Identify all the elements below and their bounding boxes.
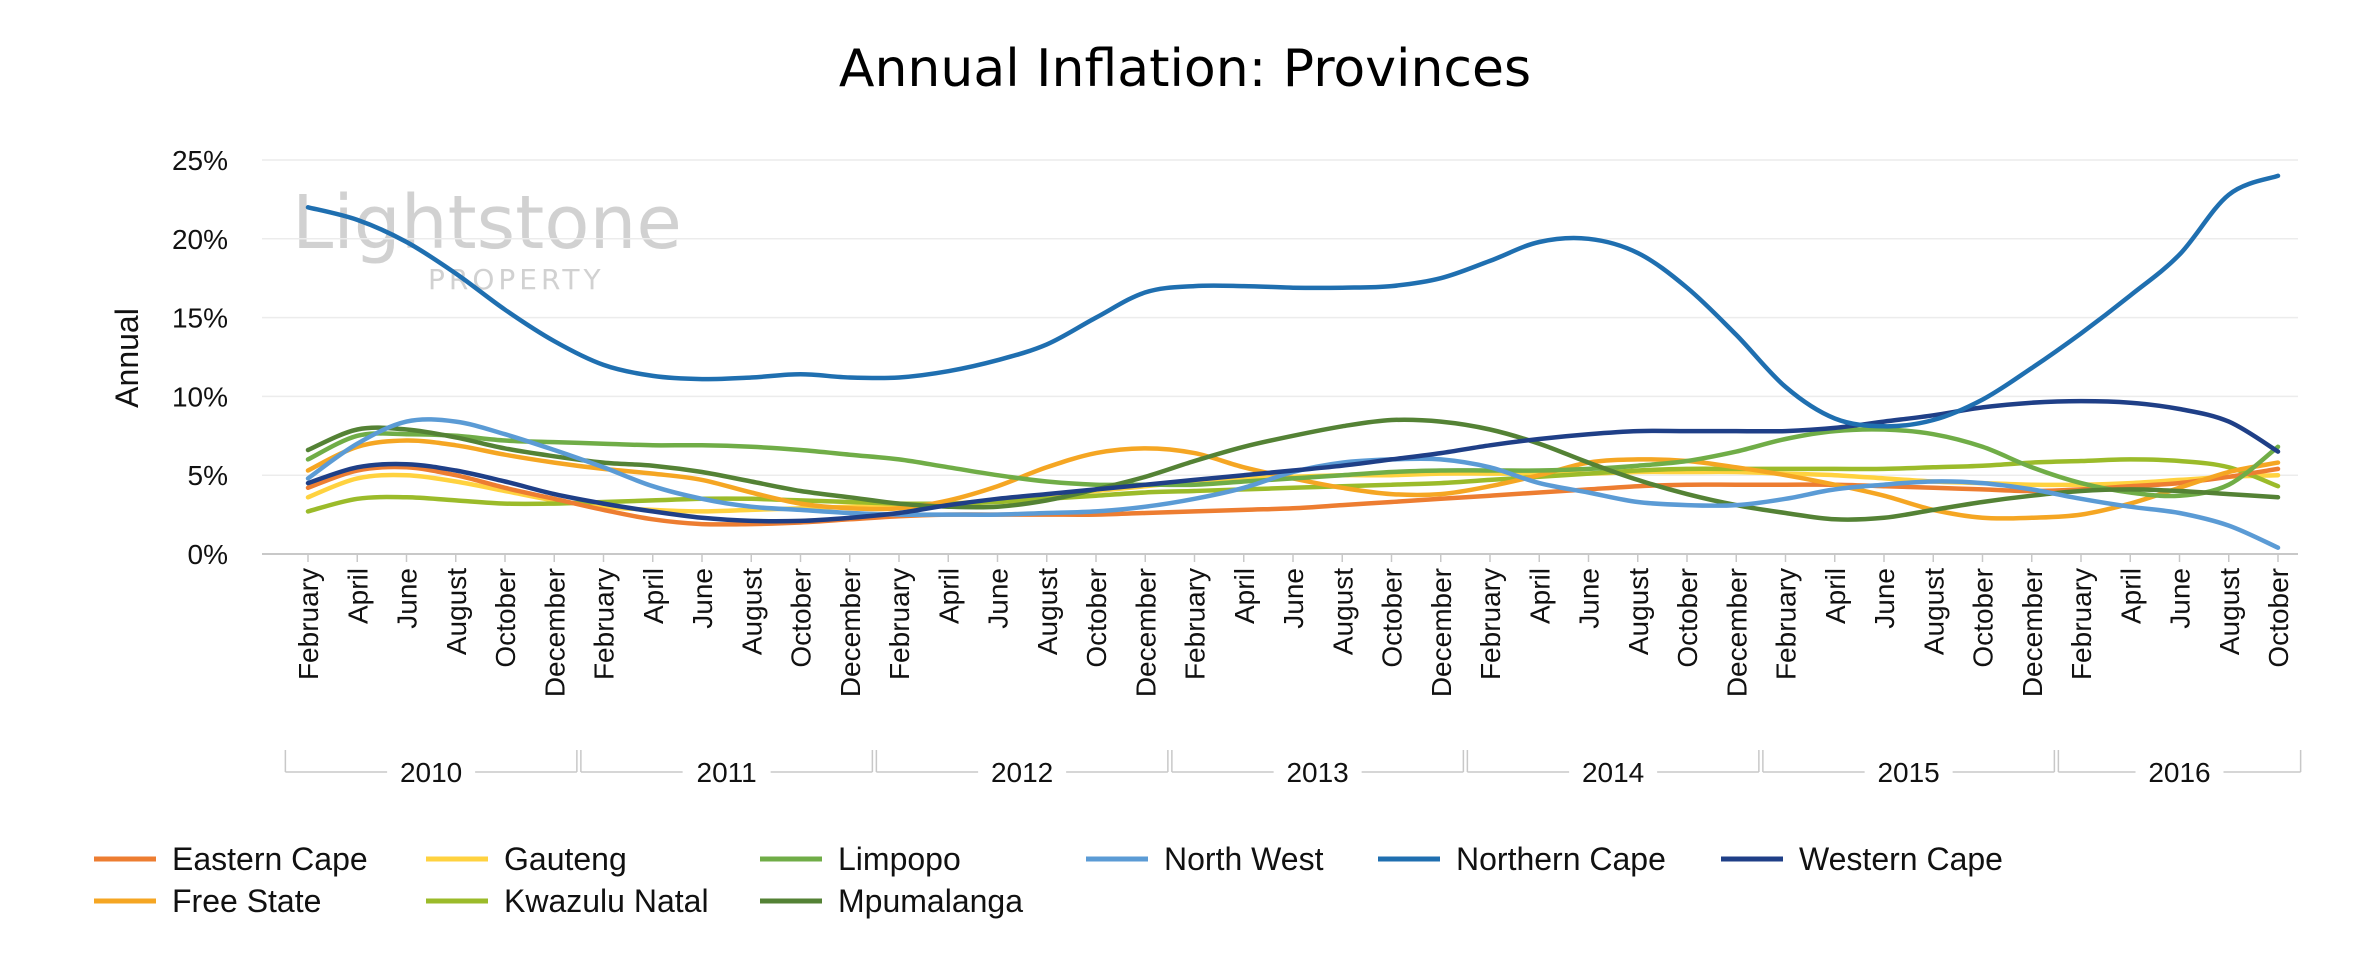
x-tick-label: December	[1426, 568, 1457, 697]
x-tick-label: April	[1524, 568, 1555, 624]
legend-label-eastern-cape: Eastern Cape	[172, 841, 368, 877]
series-lines	[305, 173, 2281, 550]
y-tick-label: 20%	[172, 224, 228, 255]
legend-label-western-cape: Western Cape	[1799, 841, 2003, 877]
series-line-kwazulu-natal	[305, 457, 2281, 514]
x-tick-label: August	[1327, 568, 1358, 655]
year-axis: 2010 2011 2012 2013 2014 2015 2016	[284, 750, 2302, 788]
x-tick-label: August	[1623, 568, 1654, 655]
x-tick-label: August	[1918, 568, 1949, 655]
x-tick-label: April	[638, 568, 669, 624]
year-label: 2014	[1582, 757, 1644, 788]
year-label: 2011	[697, 757, 757, 788]
watermark-sub: PROPERTY	[428, 263, 605, 296]
legend-label-free-state: Free State	[172, 883, 321, 919]
x-tick-label: April	[933, 568, 964, 624]
x-tick-label: June	[1574, 568, 1605, 629]
legend-label-mpumalanga: Mpumalanga	[838, 883, 1023, 919]
x-tick-label: October	[490, 568, 521, 668]
x-tick-label: February	[1180, 568, 1211, 680]
x-tick-label: December	[539, 568, 570, 697]
x-tick-label: April	[2115, 568, 2146, 624]
x-tick-label: December	[835, 568, 866, 697]
x-tick-label: February	[589, 568, 620, 680]
watermark-brand: Lightstone	[292, 180, 682, 266]
x-tick-label: February	[1771, 568, 1802, 680]
x-tick-label: February	[884, 568, 915, 680]
y-tick-label: 25%	[172, 145, 228, 176]
legend: Eastern Cape Gauteng Limpopo North West Nort…	[94, 841, 2003, 919]
series-line-north-west	[305, 417, 2281, 550]
x-tick-label: June	[392, 568, 423, 629]
x-tick-label: April	[1820, 568, 1851, 624]
x-tick-label: June	[1278, 568, 1309, 629]
year-label: 2016	[2148, 757, 2210, 788]
x-tick-label: February	[2066, 568, 2097, 680]
x-tick-label: February	[293, 568, 324, 680]
year-label: 2010	[400, 757, 462, 788]
x-tick-label: October	[1081, 568, 1112, 668]
watermark-logo: Lightstone PROPERTY	[292, 180, 682, 296]
x-tick-label: June	[983, 568, 1014, 629]
x-tick-label: August	[2214, 568, 2245, 655]
series-line-mpumalanga	[305, 417, 2281, 522]
x-tick-label: February	[1475, 568, 1506, 680]
x-tick-label: December	[2017, 568, 2048, 697]
x-tick-label: August	[736, 568, 767, 655]
legend-label-kwazulu-natal: Kwazulu Natal	[504, 883, 709, 919]
series-line-eastern-cape	[305, 464, 2281, 527]
x-tick-label: October	[786, 568, 817, 668]
x-tick-label: December	[1130, 568, 1161, 697]
x-tick-label: April	[342, 568, 373, 624]
x-tick-label: August	[1032, 568, 1063, 655]
y-tick-label: 15%	[172, 303, 228, 334]
y-axis-label: Annual	[109, 308, 145, 408]
series-line-western-cape	[305, 398, 2281, 524]
series-line-northern-cape	[305, 173, 2281, 429]
x-tick-label: December	[1721, 568, 1752, 697]
x-tick-label: October	[1968, 568, 1999, 668]
legend-label-north-west: North West	[1164, 841, 1324, 877]
y-tick-label: 5%	[188, 460, 228, 491]
year-label: 2015	[1877, 757, 1939, 788]
year-label: 2013	[1286, 757, 1348, 788]
x-tick-label: June	[1869, 568, 1900, 629]
y-axis-ticks: 0% 5% 10% 15% 20% 25%	[172, 145, 228, 570]
x-tick-label: October	[1377, 568, 1408, 668]
legend-label-northern-cape: Northern Cape	[1456, 841, 1666, 877]
y-tick-label: 10%	[172, 381, 228, 412]
y-tick-label: 0%	[188, 539, 228, 570]
year-label: 2012	[991, 757, 1053, 788]
x-tick-label: June	[687, 568, 718, 629]
x-axis-ticks: February April June August October December Fe…	[293, 554, 2294, 697]
x-tick-label: October	[1672, 568, 1703, 668]
x-tick-label: October	[2263, 568, 2294, 668]
chart-title: Annual Inflation: Provinces	[839, 39, 1531, 99]
gridlines	[262, 159, 2298, 555]
legend-label-gauteng: Gauteng	[504, 841, 627, 877]
x-tick-label: April	[1229, 568, 1260, 624]
legend-label-limpopo: Limpopo	[838, 841, 961, 877]
series-line-limpopo	[305, 427, 2281, 499]
x-tick-label: August	[441, 568, 472, 655]
x-tick-label: June	[2165, 568, 2196, 629]
